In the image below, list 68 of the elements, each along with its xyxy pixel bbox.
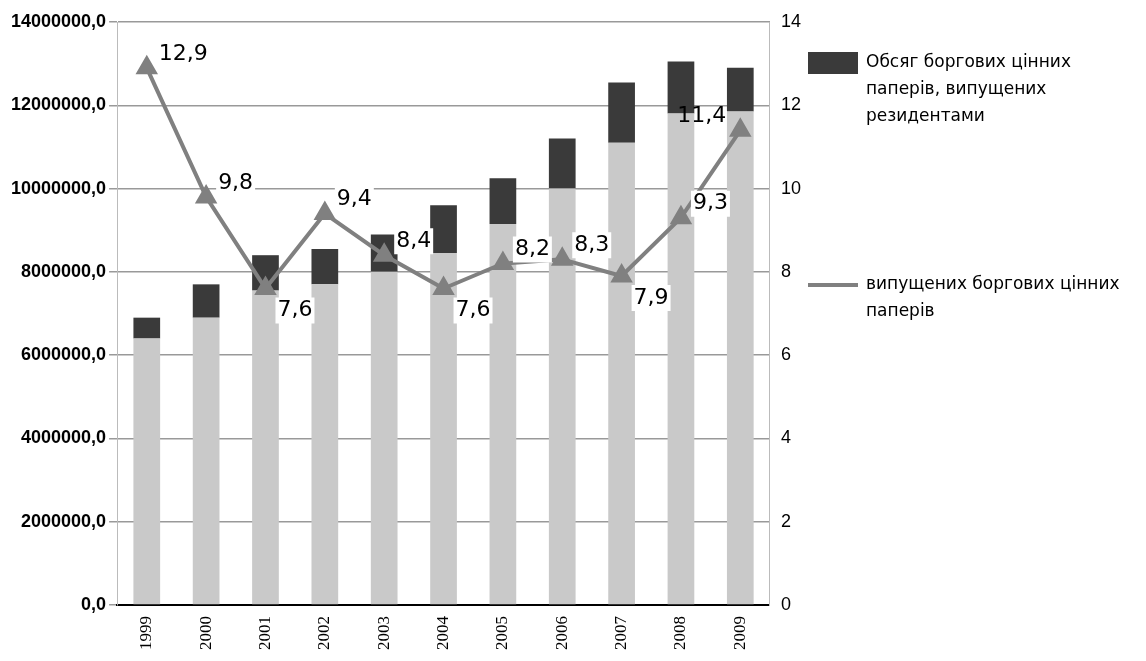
data-label: 9,4 — [336, 185, 372, 211]
bar — [192, 317, 220, 605]
bar — [608, 82, 635, 143]
data-label: 8,2 — [514, 235, 550, 261]
point — [313, 200, 336, 221]
data-label: 9,3 — [692, 189, 728, 215]
bar — [489, 178, 517, 224]
data-label: 12,9 — [158, 39, 208, 65]
bar — [252, 290, 279, 605]
bar — [726, 111, 754, 605]
y2-tick-label: 12 — [780, 94, 802, 115]
bar — [370, 271, 398, 605]
y-tick-label: 0,0 — [81, 593, 107, 614]
x-tick-label: 2008 — [670, 616, 690, 650]
bar — [726, 67, 754, 112]
x-tick-label: 2007 — [611, 615, 631, 650]
point — [730, 119, 751, 137]
bar — [311, 284, 339, 605]
x-tick-label: 2001 — [254, 616, 274, 650]
point — [196, 185, 216, 204]
x-tick-label: 2004 — [433, 615, 453, 650]
legend-label: Обсяг боргових цінних паперів, випущених резидентами — [866, 50, 1072, 128]
x-tick-label: 1999 — [136, 616, 156, 650]
bar — [548, 188, 576, 605]
bar — [430, 253, 457, 605]
x-tick-label: 2000 — [195, 616, 215, 650]
data-label: 7,6 — [277, 296, 313, 322]
point — [671, 206, 691, 225]
point — [492, 250, 514, 271]
y-tick-label: 6000000,0 — [21, 344, 107, 365]
y-tick-label: 14000000,0 — [10, 10, 107, 31]
bar — [133, 338, 161, 605]
bar — [133, 317, 161, 339]
point — [552, 248, 573, 266]
y2-tick-label: 10 — [780, 177, 802, 198]
bar — [430, 205, 457, 254]
y2-tick-label: 4 — [780, 427, 791, 448]
y-tick-label: 4000000,0 — [21, 427, 107, 448]
y2-tick-label: 2 — [780, 510, 791, 531]
x-tick-label: 2009 — [729, 616, 749, 650]
bar — [608, 142, 635, 605]
data-label: 8,3 — [574, 231, 610, 257]
data-label: 7,9 — [633, 283, 669, 309]
point — [432, 275, 455, 296]
data-label: 11,4 — [677, 101, 727, 127]
x-tick-label: 2005 — [492, 616, 512, 650]
point — [611, 265, 632, 283]
point — [254, 275, 277, 296]
bar — [489, 223, 517, 605]
data-label: 8,4 — [396, 226, 432, 252]
y-tick-label: 10000000,0 — [10, 177, 107, 198]
y2-tick-label: 0 — [780, 593, 791, 614]
data-label: 7,6 — [455, 296, 491, 322]
y-tick-label: 2000000,0 — [21, 510, 107, 531]
legend-label: випущених боргових цінних паперів — [866, 271, 1121, 322]
bar — [548, 138, 576, 189]
y2-tick-label: 6 — [780, 344, 791, 365]
y2-tick-label: 14 — [780, 10, 802, 31]
data-label: 9,8 — [218, 168, 254, 194]
bar — [192, 284, 220, 318]
point — [136, 56, 157, 75]
bar — [311, 248, 339, 285]
x-tick-label: 2003 — [373, 616, 393, 650]
y-tick-label: 12000000,0 — [10, 94, 107, 115]
y-tick-label: 8000000,0 — [21, 260, 107, 281]
x-tick-label: 2002 — [314, 616, 334, 650]
y2-tick-label: 8 — [780, 260, 791, 281]
x-tick-label: 2006 — [551, 616, 571, 650]
